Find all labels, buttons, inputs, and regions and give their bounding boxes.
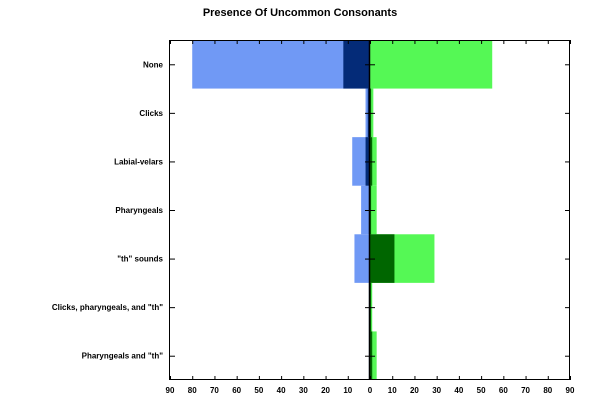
x-tick-label: 70 bbox=[521, 386, 530, 395]
bars-layer bbox=[192, 40, 493, 380]
x-tick-label: 30 bbox=[299, 386, 308, 395]
y-label-clicks-pharyngeals-and-th: Clicks, pharyngeals, and "th" bbox=[52, 303, 163, 312]
bar-left-0-th-sounds bbox=[354, 234, 370, 283]
x-tick-label: 60 bbox=[499, 386, 508, 395]
x-tick-label: 70 bbox=[210, 386, 219, 395]
x-tick-label: 90 bbox=[566, 386, 575, 395]
x-tick-label: 40 bbox=[454, 386, 463, 395]
y-label-pharyngeals: Pharyngeals bbox=[115, 206, 163, 215]
y-label-pharyngeals-and-th: Pharyngeals and "th" bbox=[82, 352, 164, 361]
y-label-none: None bbox=[143, 60, 164, 69]
x-tick-label: 20 bbox=[321, 386, 330, 395]
x-tick-label: 0 bbox=[368, 386, 373, 395]
x-tick-label: 50 bbox=[477, 386, 486, 395]
x-tick-label: 20 bbox=[410, 386, 419, 395]
y-axis-labels: None Clicks Labial-velars Pharyngeals "th" s… bbox=[52, 60, 164, 360]
x-tick-label: 40 bbox=[277, 386, 286, 395]
bar-left-0-none bbox=[192, 40, 370, 89]
chart-title: Presence Of Uncommon Consonants bbox=[203, 7, 397, 19]
x-tick-label: 10 bbox=[388, 386, 397, 395]
bar-right-3-labial-velars bbox=[370, 137, 373, 186]
x-tick-label: 80 bbox=[188, 386, 197, 395]
y-label-labial-velars: Labial-velars bbox=[114, 157, 163, 166]
axis-ticks bbox=[170, 40, 571, 380]
bar-right-2-labial-velars bbox=[370, 137, 377, 186]
bar-left-1-labial-velars bbox=[365, 137, 370, 186]
x-tick-label: 10 bbox=[343, 386, 352, 395]
x-tick-label: 90 bbox=[166, 386, 175, 395]
bar-right-2-none bbox=[370, 40, 493, 89]
x-tick-label: 60 bbox=[232, 386, 241, 395]
y-label-clicks: Clicks bbox=[139, 109, 163, 118]
x-tick-label: 30 bbox=[432, 386, 441, 395]
x-axis-labels: 90 80 70 60 50 40 30 20 10 0 10 20 30 40 50 60 70 80 90 bbox=[166, 386, 575, 395]
y-label-th-sounds: "th" sounds bbox=[117, 255, 163, 264]
x-tick-label: 80 bbox=[543, 386, 552, 395]
x-tick-label: 50 bbox=[254, 386, 263, 395]
